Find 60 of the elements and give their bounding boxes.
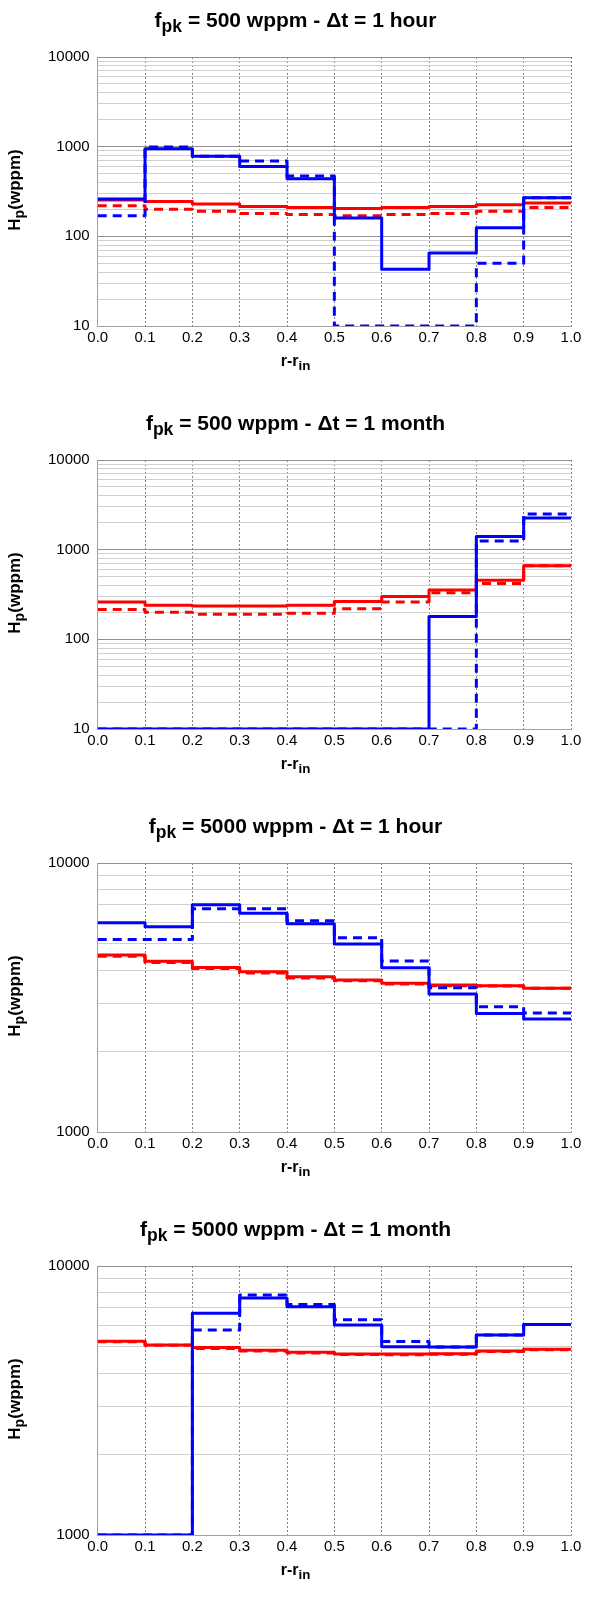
chart-title: f$_{pk}$ = 5000 wppm - Δt = 1 hour <box>147 814 444 844</box>
x-tick-label: 0.9 <box>513 1537 535 1555</box>
x-tick-label: 0.9 <box>513 328 535 346</box>
y-tick-label: 100 <box>64 629 90 647</box>
x-tick-label: 0.6 <box>371 328 393 346</box>
chart-title: f$_{pk}$ = 5000 wppm - Δt = 1 month <box>139 1217 452 1247</box>
x-tick-label: 0.2 <box>181 1537 203 1555</box>
x-tick-label: 0.4 <box>276 1537 298 1555</box>
x-tick-label: 0.0 <box>87 1537 109 1555</box>
x-tick-label: 0.8 <box>465 1537 487 1555</box>
x-axis-title: r-r$_{in}$ <box>279 755 312 777</box>
y-tick-label: 10000 <box>47 450 90 468</box>
x-tick-label: 1.0 <box>560 328 582 346</box>
chart-title: f$_{pk}$ = 500 wppm - Δt = 1 month <box>144 411 447 441</box>
x-tick-label: 0.4 <box>276 1134 298 1152</box>
x-tick-label: 0.3 <box>229 328 251 346</box>
x-tick-label: 0.7 <box>418 1134 440 1152</box>
y-tick-label: 10000 <box>47 1256 90 1274</box>
x-tick-label: 0.6 <box>371 1134 393 1152</box>
x-axis-title: r-r$_{in}$ <box>279 1561 312 1583</box>
x-tick-label: 0.1 <box>134 1134 156 1152</box>
x-tick-label: 0.5 <box>323 1537 345 1555</box>
x-tick-label: 0.8 <box>465 1134 487 1152</box>
x-tick-label: 0.3 <box>229 731 251 749</box>
x-tick-label: 0.8 <box>465 731 487 749</box>
x-tick-label: 0.1 <box>134 328 156 346</box>
x-tick-label: 0.3 <box>229 1537 251 1555</box>
y-tick-label: 10000 <box>47 47 90 65</box>
x-tick-label: 0.5 <box>323 1134 345 1152</box>
x-axis-title: r-r$_{in}$ <box>279 352 312 374</box>
x-tick-label: 0.3 <box>229 1134 251 1152</box>
x-tick-label: 0.2 <box>181 731 203 749</box>
x-tick-label: 1.0 <box>560 731 582 749</box>
x-tick-label: 0.1 <box>134 731 156 749</box>
x-tick-label: 0.2 <box>181 328 203 346</box>
y-tick-label: 100 <box>64 226 90 244</box>
y-tick-label: 1000 <box>56 539 90 557</box>
x-tick-label: 0.0 <box>87 731 109 749</box>
x-tick-label: 0.8 <box>465 328 487 346</box>
x-tick-label: 0.7 <box>418 731 440 749</box>
x-tick-label: 0.4 <box>276 731 298 749</box>
y-tick-label: 10000 <box>47 853 90 871</box>
chart-title: f$_{pk}$ = 500 wppm - Δt = 1 hour <box>153 8 438 38</box>
x-tick-label: 0.4 <box>276 328 298 346</box>
x-tick-label: 1.0 <box>560 1134 582 1152</box>
x-tick-label: 0.6 <box>371 1537 393 1555</box>
x-tick-label: 0.0 <box>87 328 109 346</box>
y-tick-label: 1000 <box>56 136 90 154</box>
x-tick-label: 0.5 <box>323 328 345 346</box>
x-tick-label: 0.5 <box>323 731 345 749</box>
x-tick-label: 0.7 <box>418 328 440 346</box>
x-tick-label: 0.6 <box>371 731 393 749</box>
x-tick-label: 0.7 <box>418 1537 440 1555</box>
x-tick-label: 0.2 <box>181 1134 203 1152</box>
x-tick-label: 0.9 <box>513 731 535 749</box>
x-tick-label: 1.0 <box>560 1537 582 1555</box>
x-axis-title: r-r$_{in}$ <box>279 1158 312 1180</box>
x-tick-label: 0.0 <box>87 1134 109 1152</box>
x-tick-label: 0.1 <box>134 1537 156 1555</box>
x-tick-label: 0.9 <box>513 1134 535 1152</box>
